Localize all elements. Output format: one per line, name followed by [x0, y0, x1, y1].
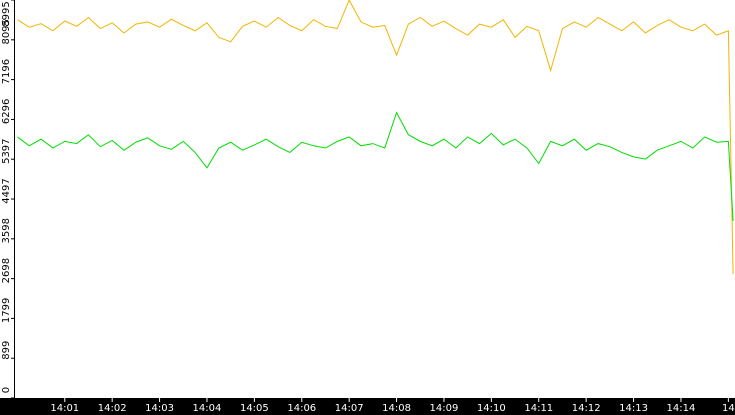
- x-tick-label: 14:04: [193, 403, 222, 414]
- y-tick-label: 8995: [1, 1, 12, 26]
- x-tick-label: 14:12: [572, 403, 601, 414]
- x-tick-label: 14:07: [335, 403, 364, 414]
- x-tick-label: 14:08: [382, 403, 411, 414]
- y-tick-label: 3598: [1, 218, 12, 243]
- y-tick-label: 4497: [1, 178, 12, 203]
- time-axis-band: [0, 398, 735, 415]
- x-tick-label: 14:09: [430, 403, 459, 414]
- y-tick-label: 0: [1, 387, 12, 393]
- y-tick-label: 1799: [1, 298, 12, 323]
- y-tick-label: 5397: [1, 138, 12, 163]
- x-tick-label: 14:03: [145, 403, 174, 414]
- y-tick-label: 7196: [1, 59, 12, 84]
- series-line: [17, 0, 734, 275]
- x-tick-label: 14:01: [50, 403, 79, 414]
- x-tick-label: 14:02: [98, 403, 127, 414]
- y-tick-label: 2698: [1, 258, 12, 283]
- series-line: [17, 111, 734, 222]
- y-tick-label: 6296: [1, 99, 12, 124]
- x-tick-label: 14:10: [477, 403, 506, 414]
- x-tick-label: 14: [722, 403, 735, 414]
- x-tick-label: 14:14: [667, 403, 696, 414]
- y-tick-label: 899: [1, 341, 12, 360]
- x-tick-label: 14:06: [287, 403, 316, 414]
- y-tick-label: 8095: [1, 19, 12, 44]
- x-tick-label: 14:05: [240, 403, 269, 414]
- x-tick-label: 14:11: [524, 403, 553, 414]
- x-tick-label: 14:13: [619, 403, 648, 414]
